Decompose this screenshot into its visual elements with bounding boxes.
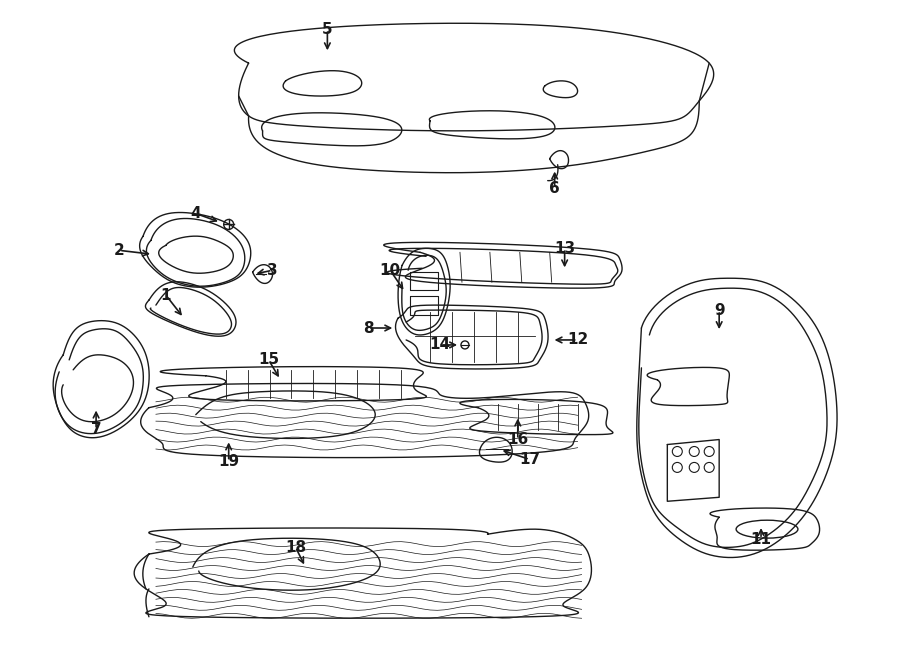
Text: 14: 14: [429, 337, 451, 352]
Text: 4: 4: [191, 206, 201, 221]
Text: 15: 15: [258, 352, 279, 368]
Text: 1: 1: [160, 288, 171, 303]
Text: 13: 13: [554, 241, 575, 256]
Text: 19: 19: [218, 454, 239, 469]
Text: 16: 16: [508, 432, 528, 447]
Text: 17: 17: [519, 452, 540, 467]
Text: 5: 5: [322, 22, 333, 37]
Text: 18: 18: [285, 539, 306, 555]
Text: 10: 10: [380, 263, 400, 278]
Text: 3: 3: [267, 263, 278, 278]
Text: 6: 6: [549, 181, 560, 196]
Text: 8: 8: [363, 321, 374, 336]
Text: 2: 2: [113, 243, 124, 258]
Text: 9: 9: [714, 303, 724, 317]
Text: 7: 7: [91, 422, 102, 437]
Text: 11: 11: [751, 531, 771, 547]
Text: 12: 12: [567, 332, 589, 348]
